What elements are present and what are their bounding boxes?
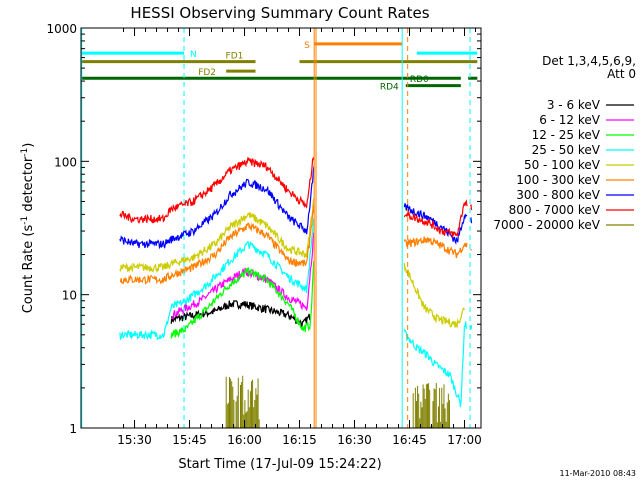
legend-label-7: 800 - 7000 keV xyxy=(509,203,601,217)
y-tick-label: 10 xyxy=(62,289,77,303)
legend-label-1: 6 - 12 keV xyxy=(539,113,601,127)
series-line-6 xyxy=(119,166,473,250)
flag-label-rd4: RD4 xyxy=(380,83,399,93)
x-tick-label: 16:15 xyxy=(282,433,317,447)
series-line-4 xyxy=(119,198,465,328)
flag-label-s: S xyxy=(304,41,310,51)
series-line-0 xyxy=(170,299,311,328)
legend-label-4: 50 - 100 keV xyxy=(524,158,601,172)
flag-label-fd1: FD1 xyxy=(226,52,244,62)
legend-label-3: 25 - 50 keV xyxy=(532,143,601,157)
legend-title-line1: Det 1,3,4,5,6,9, xyxy=(542,54,636,68)
timestamp: 11-Mar-2010 08:43 xyxy=(560,469,637,478)
flag-label-fd2: FD2 xyxy=(198,68,216,78)
series-line-1 xyxy=(170,232,315,320)
legend-title-line2: Att 0 xyxy=(607,67,636,81)
x-tick-label: 16:30 xyxy=(337,433,372,447)
legend-label-2: 12 - 25 keV xyxy=(532,128,601,142)
x-tick-label: 16:00 xyxy=(227,433,262,447)
legend-label-0: 3 - 6 keV xyxy=(547,98,601,112)
series-line-2 xyxy=(170,261,315,339)
flag-label-n: N xyxy=(190,50,197,60)
x-tick-label: 17:00 xyxy=(447,433,482,447)
chart-title: HESSI Observing Summary Count Rates xyxy=(130,4,429,22)
legend-label-5: 100 - 300 keV xyxy=(516,173,600,187)
y-tick-label: 1 xyxy=(69,422,77,436)
plot-frame xyxy=(80,27,482,429)
series-line-5 xyxy=(119,204,473,285)
x-axis-label: Start Time (17-Jul-09 15:24:22) xyxy=(178,457,381,472)
x-tick-label: 16:45 xyxy=(392,433,427,447)
series-line-7 xyxy=(119,156,473,238)
x-tick-label: 15:45 xyxy=(172,433,207,447)
legend-label-8: 7000 - 20000 keV xyxy=(493,218,600,232)
series-line-3 xyxy=(119,218,473,408)
y-tick-label: 100 xyxy=(54,155,77,169)
y-axis-label: Count Rate (s-1 detector-1) xyxy=(20,143,36,314)
flag-label-rd0: RD0 xyxy=(410,75,429,85)
legend-label-6: 300 - 800 keV xyxy=(516,188,600,202)
x-tick-label: 15:30 xyxy=(117,433,152,447)
y-tick-label: 1000 xyxy=(46,22,77,36)
